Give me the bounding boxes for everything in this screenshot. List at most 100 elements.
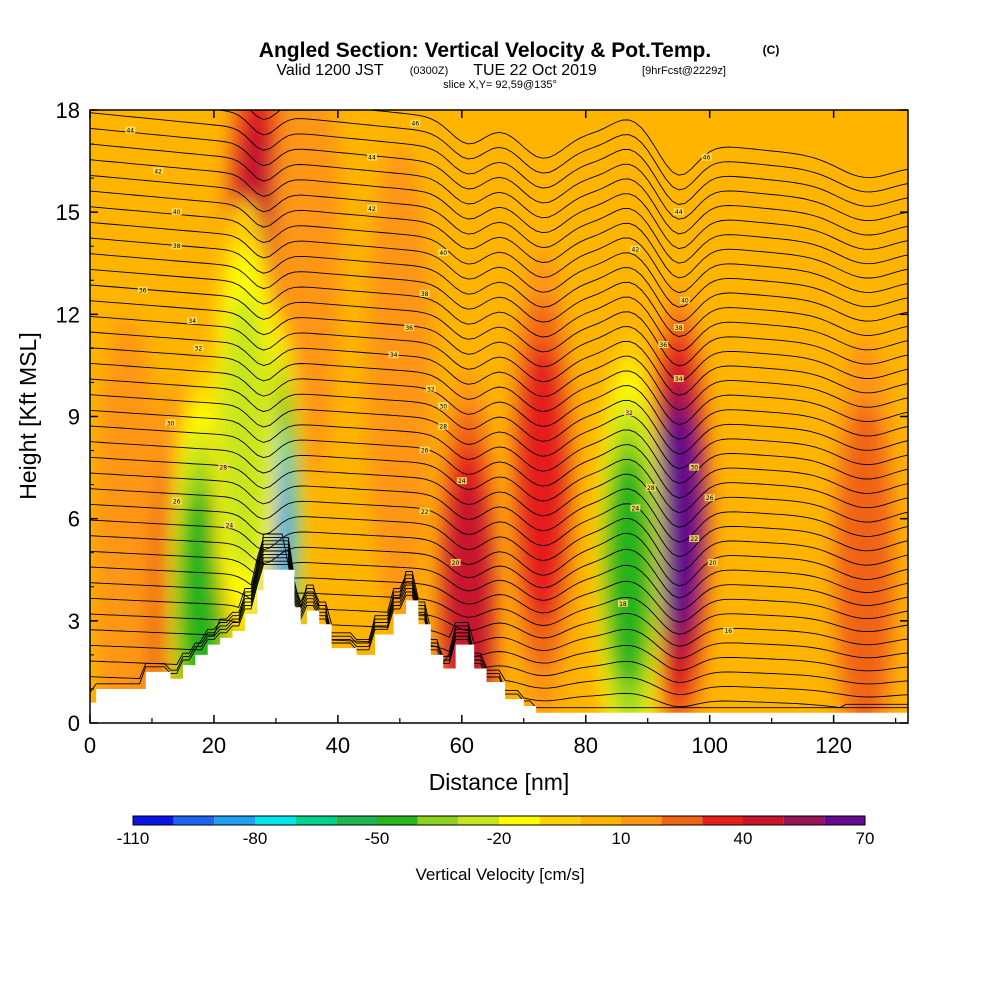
theta-contour-line — [90, 488, 908, 558]
updraft-region — [836, 401, 893, 723]
colorbar-swatch — [458, 816, 499, 825]
colorbar-swatch — [621, 816, 662, 825]
theta-contour-line — [90, 535, 908, 599]
theta-label-text: 26 — [173, 499, 181, 506]
theta-label: 34 — [673, 375, 684, 383]
slice-info: slice X,Y= 92,59@135° — [443, 79, 557, 91]
theta-label: 42 — [630, 245, 641, 254]
theta-label-bg — [450, 558, 461, 566]
theta-label: 46 — [701, 153, 712, 162]
colorbar-frame — [132, 815, 866, 826]
theta-label: 30 — [438, 402, 449, 410]
colorbar-swatch — [133, 816, 174, 825]
theta-contour-line — [90, 143, 908, 236]
x-tick-label: 0 — [84, 733, 96, 758]
colorbar-tick-label: -110 — [117, 829, 150, 848]
updraft-region — [366, 146, 434, 619]
downdraft-region — [219, 293, 271, 574]
theta-label-bg — [366, 153, 377, 161]
theta-contour-line — [90, 547, 908, 659]
theta-label-bg — [673, 375, 684, 383]
theta-label-text: 16 — [724, 628, 732, 635]
theta-label: 30 — [165, 419, 176, 427]
y-tick-label: 18 — [56, 98, 80, 123]
theta-label-bg — [689, 463, 700, 471]
colorbar-swatch — [255, 816, 296, 825]
colorbar-swatch — [743, 816, 784, 825]
theta-contour-line — [90, 409, 908, 484]
theta-label-text: 44 — [126, 127, 134, 134]
theta-label-bg — [630, 504, 641, 512]
theta-label-text: 36 — [139, 287, 147, 294]
theta-label-bg — [137, 286, 148, 294]
theta-label: 20 — [707, 558, 718, 567]
theta-contour-line — [90, 378, 908, 455]
theta-contour-line — [90, 543, 908, 647]
forecast-date: TUE 22 Oct 2019 — [473, 62, 597, 79]
theta-label-bg — [704, 494, 715, 502]
theta-label-bg — [224, 521, 235, 529]
theta-contour-line — [214, 110, 908, 193]
theta-label-bg — [723, 627, 734, 635]
theta-label: 24 — [224, 521, 235, 529]
theta-label: 36 — [137, 286, 148, 294]
chart-title: Angled Section: Vertical Velocity & Pot.… — [259, 39, 711, 62]
theta-label: 36 — [404, 323, 415, 332]
theta-label-bg — [658, 340, 669, 348]
x-tick-label: 80 — [574, 733, 598, 758]
theta-label-text: 30 — [690, 465, 698, 472]
theta-contour-line — [90, 237, 908, 323]
colorbar-swatch — [295, 816, 337, 825]
theta-contour-line — [90, 503, 908, 572]
theta-label: 26 — [419, 446, 430, 455]
theta-label-text: 46 — [703, 155, 711, 162]
theta-label: 24 — [630, 504, 641, 512]
theta-label-bg — [673, 208, 684, 216]
theta-label-bg — [679, 296, 690, 304]
theta-label-text: 26 — [421, 448, 429, 455]
theta-label-bg — [153, 167, 164, 175]
theta-contour-line — [90, 441, 908, 514]
theta-contour-line — [90, 253, 908, 338]
y-tick-label: 3 — [68, 609, 80, 634]
theta-label-bg — [689, 535, 700, 543]
theta-label: 40 — [438, 249, 449, 257]
colorbar-label: Vertical Velocity [cm/s] — [415, 865, 584, 884]
x-tick-label: 100 — [691, 733, 728, 758]
theta-label-bg — [171, 242, 182, 250]
theta-label: 34 — [187, 317, 198, 325]
theta-label: 18 — [617, 599, 628, 608]
theta-label: 20 — [450, 558, 461, 567]
theta-label-text: 18 — [619, 601, 627, 608]
theta-label-bg — [673, 323, 684, 331]
theta-contour-line — [90, 315, 908, 396]
colorbar-tick-label: 70 — [856, 829, 875, 848]
theta-label-text: 44 — [675, 209, 683, 216]
theta-label-text: 44 — [368, 155, 376, 162]
theta-label-bg — [125, 126, 136, 134]
theta-contour-line — [90, 127, 908, 222]
theta-label: 38 — [673, 323, 684, 332]
chart-title-tag: (C) — [763, 43, 780, 57]
colorbar-swatch — [661, 816, 703, 825]
theta-label-text: 40 — [681, 298, 689, 305]
theta-label: 32 — [193, 344, 204, 352]
theta-label-text: 26 — [706, 495, 714, 502]
forecast-run: [9hrFcst@2229z] — [642, 65, 726, 77]
colorbar-swatch — [336, 816, 377, 825]
theta-contour-line — [90, 268, 908, 352]
colorbar-swatch — [377, 816, 418, 825]
theta-label-bg — [645, 484, 656, 492]
theta-label-text: 38 — [173, 243, 181, 250]
theta-label: 16 — [723, 627, 734, 635]
theta-label: 28 — [218, 463, 229, 472]
theta-contour-line — [90, 536, 908, 623]
y-tick-label: 6 — [68, 507, 80, 532]
theta-contour-line — [90, 206, 908, 294]
updraft-region — [516, 344, 568, 625]
theta-contour-line — [90, 331, 908, 411]
theta-contour-line — [90, 425, 908, 499]
downdraft-region — [605, 456, 653, 684]
theta-label-text: 42 — [368, 206, 376, 213]
theta-label: 40 — [171, 208, 182, 216]
